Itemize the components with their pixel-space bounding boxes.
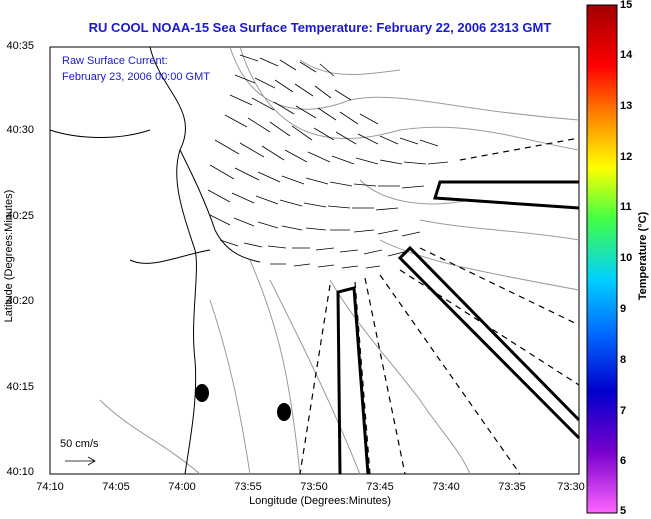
current-label-line1: Raw Surface Current: (62, 55, 168, 67)
x-axis-title: Longitude (Degrees:Minutes) (249, 495, 391, 507)
current-label-line2: February 23, 2006 00:00 GMT (62, 71, 210, 83)
y-tick: 40:35 (6, 40, 34, 52)
colorbar-tick: 14 (620, 49, 633, 61)
x-tick: 73:50 (300, 481, 328, 493)
colorbar-tick: 5 (620, 505, 627, 517)
colorbar-tick: 9 (620, 303, 627, 315)
x-tick: 74:05 (102, 481, 130, 493)
x-tick: 74:10 (36, 481, 64, 493)
colorbar-tick: 13 (620, 100, 633, 112)
colorbar-tick: 10 (620, 252, 633, 264)
y-tick: 40:25 (6, 210, 34, 222)
x-tick: 73:40 (432, 481, 460, 493)
colorbar-tick: 11 (620, 201, 632, 213)
y-tick: 40:10 (6, 466, 34, 478)
x-tick: 73:35 (498, 481, 526, 493)
y-tick: 40:15 (6, 381, 34, 393)
scale-label: 50 cm/s (60, 438, 99, 450)
station-marker (277, 403, 291, 421)
colorbar-tick: 12 (620, 151, 633, 163)
map-title: RU COOL NOAA-15 Sea Surface Temperature:… (88, 20, 552, 35)
station-marker (195, 384, 209, 402)
colorbar-tick: 8 (620, 354, 627, 366)
y-tick: 40:20 (6, 295, 34, 307)
y-tick: 40:30 (6, 124, 34, 136)
y-axis-title: Latitude (Degrees:Minutes) (3, 189, 15, 323)
x-tick: 73:55 (234, 481, 262, 493)
colorbar-tick: 7 (620, 405, 627, 417)
x-tick: 73:30 (557, 481, 585, 493)
plot-frame (49, 46, 580, 475)
colorbar-tick: 6 (620, 455, 627, 467)
colorbar-title: Temperature (°C) (637, 211, 649, 301)
x-tick: 74:00 (168, 481, 196, 493)
current-vectors (65, 54, 449, 466)
sample-beams (336, 180, 581, 475)
x-tick: 73:45 (366, 481, 394, 493)
colorbar-tick: 15 (620, 0, 633, 11)
